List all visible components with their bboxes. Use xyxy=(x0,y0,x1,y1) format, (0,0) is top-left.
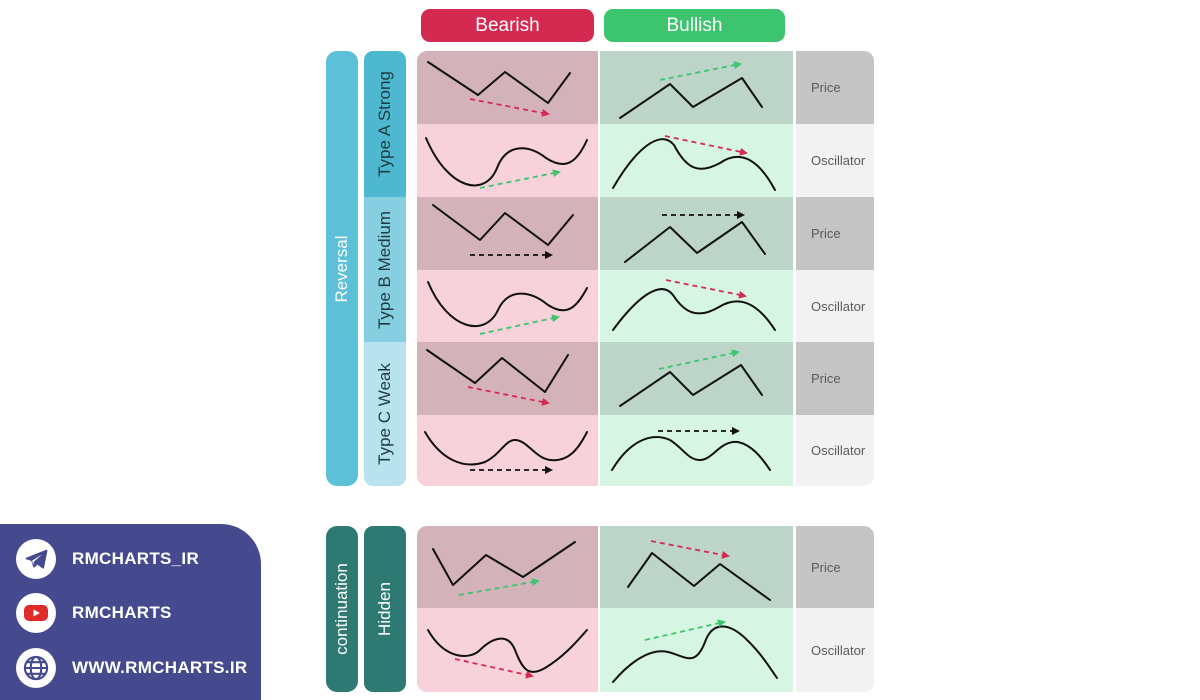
bearish-a-price-arrow xyxy=(469,98,550,117)
cell-bearish-a-osc xyxy=(417,124,598,197)
row-label-hidden-price: Price xyxy=(796,526,874,608)
bearish-hidden-osc-curve xyxy=(427,629,588,673)
telegram-icon xyxy=(16,539,56,579)
bearish-a-osc-curve xyxy=(425,137,588,187)
row-label-c-osc: Oscillator xyxy=(796,415,874,486)
cell-bullish-c-osc xyxy=(600,415,793,486)
social-panel: RMCHARTS_IR RMCHARTS WWW.RMCHARTS.IR xyxy=(0,524,261,700)
bullish-a-osc-curve xyxy=(612,138,776,191)
bearish-b-osc-curve xyxy=(427,281,588,328)
type-c-bar: Type C Weak xyxy=(364,342,406,486)
row-label-hidden-osc: Oscillator xyxy=(796,608,874,692)
bullish-b-price-line xyxy=(624,221,766,263)
bullish-b-osc-curve xyxy=(612,288,776,331)
bearish-b-osc-arrow xyxy=(479,314,560,335)
row-label-c-price: Price xyxy=(796,342,874,415)
hidden-bar: Hidden xyxy=(364,526,406,692)
type-b-bar: Type B Medium xyxy=(364,197,406,342)
bearish-c-osc-curve xyxy=(424,431,588,466)
telegram-handle: RMCHARTS_IR xyxy=(72,549,200,568)
cell-bearish-b-osc xyxy=(417,270,598,342)
reversal-grid: Price Oscillator Price Oscillator Price … xyxy=(417,51,874,486)
cell-bearish-c-osc xyxy=(417,415,598,486)
bearish-b-price-line xyxy=(432,204,574,246)
globe-icon xyxy=(16,648,56,688)
bullish-c-osc-curve xyxy=(611,436,771,471)
bullish-hidden-price-arrow xyxy=(650,540,730,559)
bearish-a-osc-arrow xyxy=(479,169,561,189)
row-label-b-osc: Oscillator xyxy=(796,270,874,342)
bullish-b-osc-arrow xyxy=(665,279,747,299)
youtube-icon xyxy=(16,593,56,633)
cell-bullish-hidden-osc xyxy=(600,608,793,692)
cell-bearish-a-price xyxy=(417,51,598,124)
bullish-a-osc-arrow xyxy=(664,135,748,156)
bearish-hidden-price-arrow xyxy=(458,578,540,596)
cell-bullish-b-price xyxy=(600,197,793,270)
social-telegram[interactable]: RMCHARTS_IR xyxy=(16,539,199,579)
bearish-a-price-line xyxy=(427,61,571,104)
continuation-group-bar: continuation xyxy=(326,526,358,692)
bearish-hidden-price-line xyxy=(432,541,576,586)
cell-bearish-b-price xyxy=(417,197,598,270)
youtube-channel: RMCHARTS xyxy=(72,603,172,622)
social-website[interactable]: WWW.RMCHARTS.IR xyxy=(16,648,247,688)
bullish-c-price-line xyxy=(619,364,763,407)
cell-bullish-a-price xyxy=(600,51,793,124)
bullish-hidden-osc-curve xyxy=(612,625,778,683)
bullish-hidden-osc-arrow xyxy=(644,619,726,641)
bearish-c-price-line xyxy=(426,349,569,393)
bullish-c-price-arrow xyxy=(658,349,740,370)
bullish-a-price-arrow xyxy=(659,61,742,81)
bullish-header: Bullish xyxy=(604,9,785,42)
social-youtube[interactable]: RMCHARTS xyxy=(16,593,172,633)
bullish-a-price-line xyxy=(619,77,763,119)
cell-bullish-c-price xyxy=(600,342,793,415)
reversal-group-bar: Reversal xyxy=(326,51,358,486)
row-label-a-price: Price xyxy=(796,51,874,124)
bullish-hidden-price-line xyxy=(627,552,771,601)
row-label-b-price: Price xyxy=(796,197,874,270)
bearish-header: Bearish xyxy=(421,9,594,42)
row-label-a-osc: Oscillator xyxy=(796,124,874,197)
website-url: WWW.RMCHARTS.IR xyxy=(72,658,248,677)
type-a-bar: Type A Strong xyxy=(364,51,406,197)
bearish-hidden-osc-arrow xyxy=(454,658,534,679)
bearish-c-price-arrow xyxy=(467,386,550,406)
